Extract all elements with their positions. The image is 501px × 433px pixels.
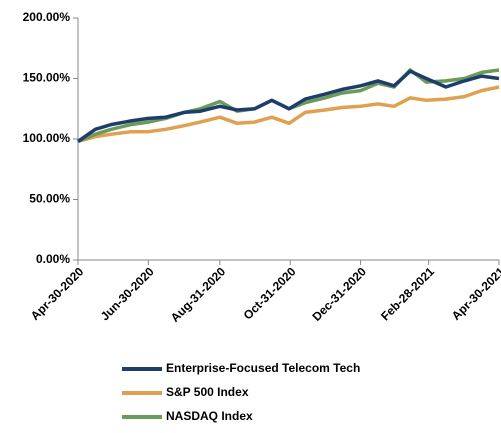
x-tick-label: Apr-30-2021 [449, 264, 501, 323]
x-tick-label: Apr-30-2020 [28, 264, 87, 323]
legend-label: S&P 500 Index [166, 385, 249, 399]
y-tick-label: 50.00% [29, 192, 70, 206]
series-line [76, 69, 500, 143]
series-line [77, 85, 500, 144]
y-tick-label: 150.00% [23, 71, 71, 85]
x-tick-label: Dec-31-2020 [310, 264, 370, 324]
x-tick-label: Jun-30-2020 [98, 264, 157, 323]
y-tick-label: 100.00% [23, 131, 71, 145]
y-tick-label: 200.00% [23, 10, 71, 24]
x-tick-label: Aug-31-2020 [168, 264, 229, 325]
x-tick-label: Feb-28-2021 [378, 264, 437, 323]
y-tick-label: 0.00% [36, 252, 70, 266]
x-tick-label: Oct-31-2020 [241, 264, 299, 322]
legend-label: NASDAQ Index [166, 409, 253, 423]
legend-label: Enterprise-Focused Telecom Tech [166, 361, 360, 375]
